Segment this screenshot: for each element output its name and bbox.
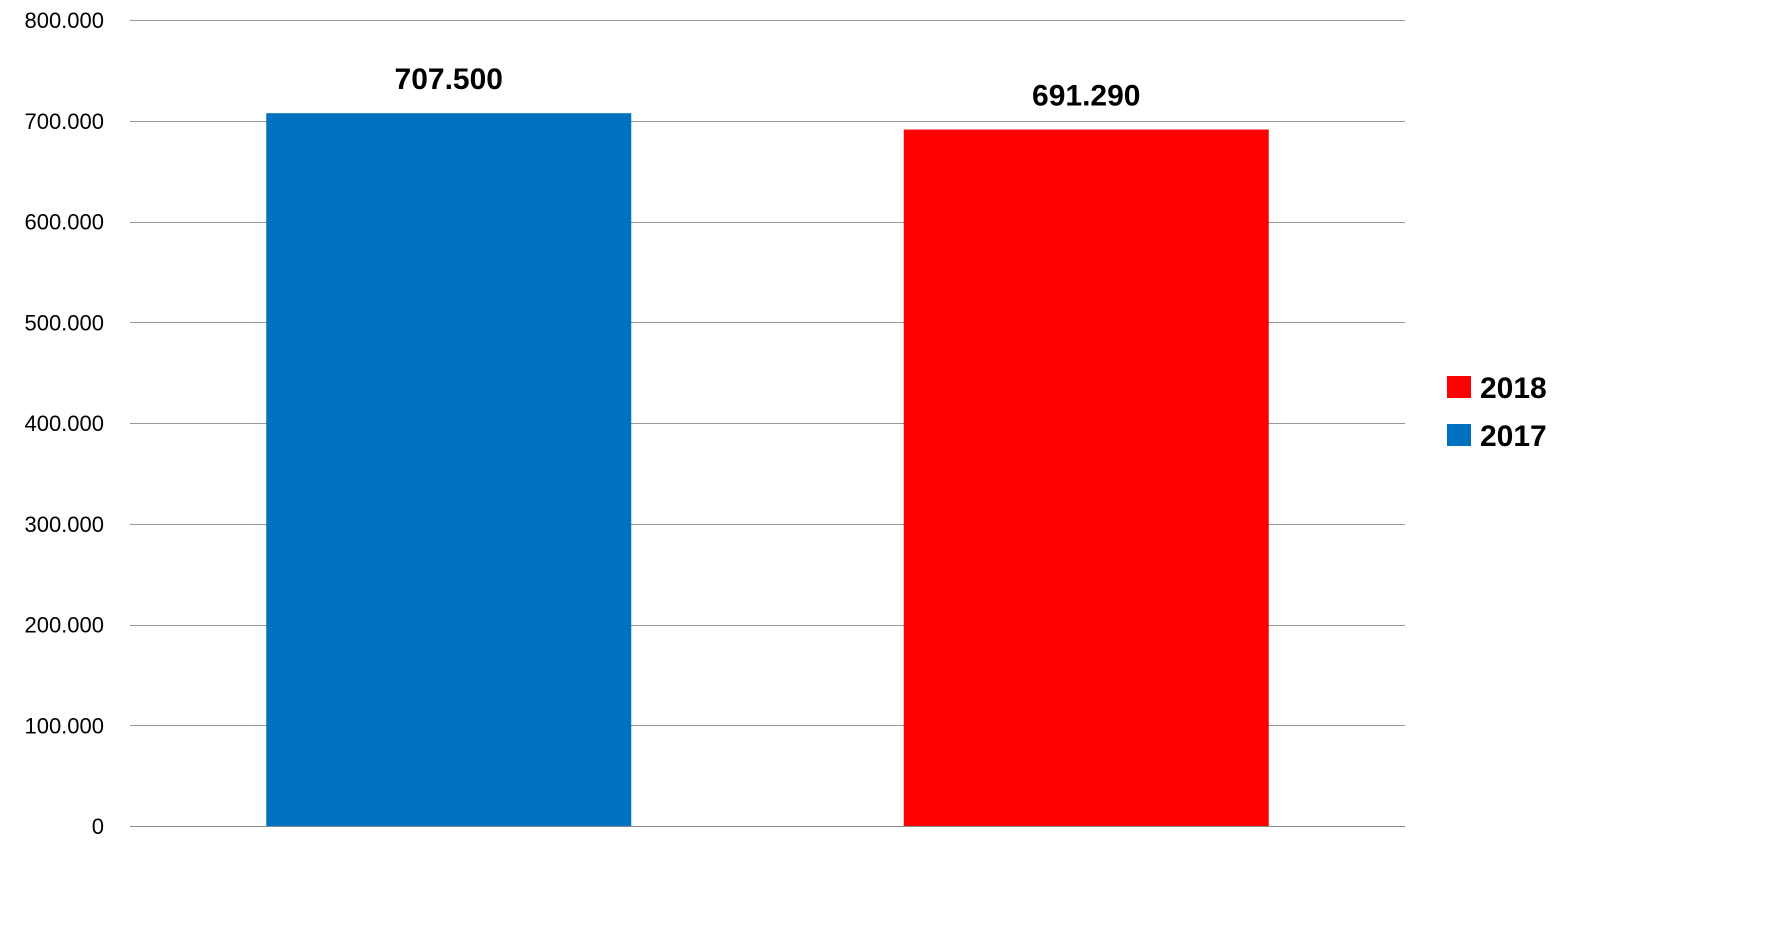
bar-2017	[266, 113, 632, 827]
data-label-2018: 691.290	[1032, 80, 1140, 113]
data-label-2017: 707.500	[395, 63, 503, 96]
y-tick-label: 400.000	[24, 411, 104, 436]
y-tick-label: 500.000	[24, 310, 104, 335]
data-label-background	[1016, 73, 1157, 114]
y-tick-label: 100.000	[24, 713, 104, 738]
y-tick-label: 600.000	[24, 210, 104, 235]
legend-label-2017: 2017	[1480, 420, 1547, 453]
legend-label-2018: 2018	[1480, 372, 1547, 405]
legend: 2018 2017	[1447, 372, 1547, 453]
data-label-background	[378, 57, 519, 98]
legend-swatch-2018	[1447, 376, 1471, 398]
y-tick-label: 300.000	[24, 512, 104, 537]
bars	[266, 113, 1269, 827]
y-tick-label: 0	[92, 814, 104, 839]
legend-swatch-2017	[1447, 424, 1471, 446]
data-labels: 707.500 691.290	[378, 57, 1157, 114]
y-tick-label: 700.000	[24, 109, 104, 134]
bar-2018	[903, 129, 1269, 826]
y-axis-tick-labels: 0 100.000 200.000 300.000 400.000 500.000 600.…	[24, 8, 104, 839]
y-tick-label: 800.000	[24, 8, 104, 33]
y-tick-label: 200.000	[24, 613, 104, 638]
